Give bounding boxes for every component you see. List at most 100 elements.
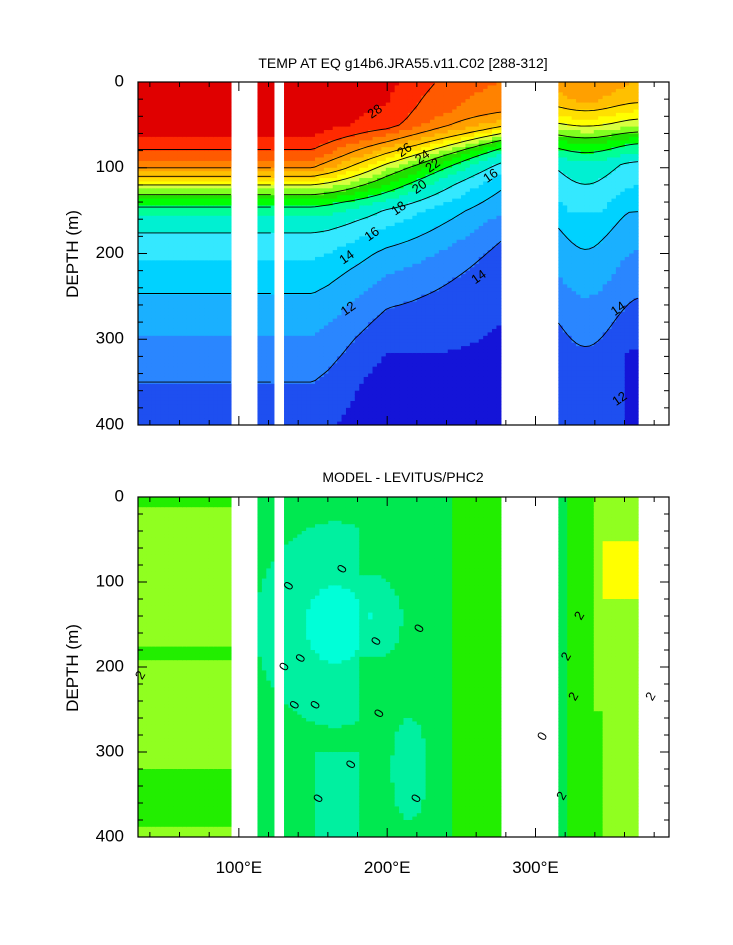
- field-cell: [297, 239, 303, 244]
- field-cell: [288, 363, 294, 368]
- field-cell: [385, 287, 391, 292]
- field-cell: [168, 236, 174, 241]
- field-cell: [341, 184, 347, 189]
- field-cell: [354, 253, 360, 258]
- field-cell: [381, 363, 387, 368]
- field-cell: [173, 160, 179, 165]
- field-cell: [350, 229, 356, 234]
- field-cell: [297, 359, 303, 364]
- field-cell: [266, 318, 272, 323]
- field-cell: [390, 284, 396, 289]
- field-cell: [385, 370, 391, 375]
- field-cell: [301, 342, 307, 347]
- field-cell: [226, 109, 232, 114]
- field-cell: [168, 157, 174, 162]
- field-cell: [363, 116, 369, 121]
- field-cell: [168, 370, 174, 375]
- field-cell: [301, 212, 307, 217]
- field-cell: [385, 188, 391, 193]
- field-cell: [208, 308, 214, 313]
- field-cell: [359, 373, 365, 378]
- field-cell: [284, 322, 290, 327]
- field-cell: [164, 239, 170, 244]
- field-cell: [195, 267, 201, 272]
- field-cell: [208, 102, 214, 107]
- field-cell: [372, 301, 378, 306]
- field-cell: [328, 140, 334, 145]
- field-cell: [301, 123, 307, 128]
- field-cell: [199, 92, 205, 97]
- field-cell: [261, 82, 267, 87]
- field-cell: [146, 284, 152, 289]
- field-cell: [191, 109, 197, 114]
- field-cell: [363, 222, 369, 227]
- field-cell: [266, 322, 272, 327]
- field-cell: [168, 274, 174, 279]
- field-cell: [191, 219, 197, 224]
- field-cell: [341, 147, 347, 152]
- field-cell: [306, 284, 312, 289]
- field-cell: [372, 191, 378, 196]
- field-cell: [306, 287, 312, 292]
- field-cell: [146, 112, 152, 117]
- field-cell: [328, 236, 334, 241]
- field-cell: [182, 267, 188, 272]
- field-cell: [186, 136, 192, 141]
- field-cell: [213, 335, 219, 340]
- field-cell: [332, 171, 338, 176]
- field-cell: [376, 178, 382, 183]
- field-cell: [182, 85, 188, 90]
- field-cell: [328, 414, 334, 419]
- field-cell: [368, 250, 374, 255]
- field-cell: [195, 339, 201, 344]
- field-cell: [350, 136, 356, 141]
- field-cell: [328, 112, 334, 117]
- field-cell: [261, 212, 267, 217]
- field-cell: [142, 352, 148, 357]
- field-cell: [160, 346, 166, 351]
- field-cell: [191, 352, 197, 357]
- field-cell: [363, 260, 369, 265]
- field-cell: [376, 160, 382, 165]
- field-cell: [261, 112, 267, 117]
- field-cell: [195, 85, 201, 90]
- field-cell: [195, 318, 201, 323]
- field-cell: [301, 260, 307, 265]
- field-cell: [385, 195, 391, 200]
- field-cell: [310, 328, 316, 333]
- field-cell: [217, 167, 223, 172]
- field-cell: [337, 267, 343, 272]
- field-cell: [350, 366, 356, 371]
- field-cell: [270, 116, 276, 121]
- field-cell: [164, 411, 170, 416]
- field-cell: [368, 311, 374, 316]
- field-cell: [160, 171, 166, 176]
- field-cell: [381, 174, 387, 179]
- field-cell: [328, 147, 334, 152]
- field-cell: [284, 387, 290, 392]
- field-cell: [372, 414, 378, 419]
- field-cell: [288, 352, 294, 357]
- field-cell: [151, 267, 157, 272]
- field-cell: [151, 328, 157, 333]
- field-cell: [297, 236, 303, 241]
- field-cell: [315, 387, 321, 392]
- field-cell: [385, 174, 391, 179]
- field-cell: [350, 260, 356, 265]
- field-cell: [270, 160, 276, 165]
- field-cell: [345, 140, 351, 145]
- field-cell: [266, 294, 272, 299]
- field-cell: [354, 270, 360, 275]
- field-cell: [261, 157, 267, 162]
- field-cell: [368, 95, 374, 100]
- field-cell: [390, 253, 396, 258]
- field-cell: [372, 366, 378, 371]
- field-cell: [151, 198, 157, 203]
- field-cell: [363, 184, 369, 189]
- field-cell: [359, 291, 365, 296]
- field-cell: [319, 253, 325, 258]
- field-cell: [151, 411, 157, 416]
- field-cell: [213, 411, 219, 416]
- field-cell: [315, 198, 321, 203]
- field-cell: [337, 325, 343, 330]
